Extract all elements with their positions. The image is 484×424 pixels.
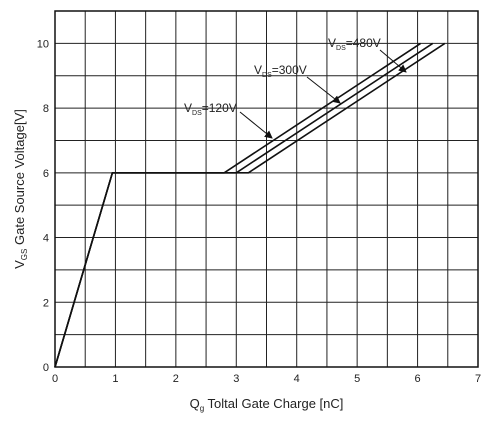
series-label-subscript: DS	[262, 72, 272, 79]
x-tick-label: 4	[294, 373, 300, 385]
x-tick-label: 2	[173, 373, 179, 385]
series-label-prefix: V	[254, 63, 262, 77]
series-label-subscript: DS	[192, 110, 202, 117]
y-tick-label: 6	[43, 168, 49, 180]
y-tick-label: 0	[43, 362, 49, 374]
x-tick-labels: 0 1 2 3 4 5 6 7	[52, 373, 481, 385]
series-lines	[54, 42, 446, 368]
y-tick-label: 4	[43, 233, 49, 245]
y-axis-label-subscript: GS	[20, 249, 29, 261]
series-line-3	[54, 42, 446, 368]
series-label-prefix: V	[184, 101, 192, 115]
x-tick-label: 6	[415, 373, 421, 385]
series-label-1: VDS=120V	[184, 101, 237, 117]
series-label-text: =120V	[202, 101, 237, 115]
series-label-prefix: V	[328, 36, 336, 50]
x-tick-label: 7	[475, 373, 481, 385]
y-axis-label-prefix: V	[12, 260, 27, 269]
x-axis-label-subscript: g	[200, 404, 204, 413]
series-label-3: VDS=480V	[328, 36, 381, 52]
series-label-subscript: DS	[336, 45, 346, 52]
y-tick-label: 10	[37, 38, 49, 50]
x-tick-label: 3	[233, 373, 239, 385]
series-label-text: =300V	[272, 63, 307, 77]
series-label-text: =480V	[346, 36, 381, 50]
series-label-2: VDS=300V	[254, 63, 307, 79]
series-arrow-1	[239, 111, 273, 139]
y-tick-labels: 0 2 4 6 8 10	[37, 38, 49, 374]
series-arrow-2	[306, 76, 341, 104]
x-tick-label: 5	[354, 373, 360, 385]
x-axis-label-prefix: Q	[190, 396, 200, 411]
x-axis-label-text: Toltal Gate Charge [nC]	[204, 396, 343, 411]
y-tick-label: 2	[43, 297, 49, 309]
series-arrow-3	[379, 49, 407, 73]
plot-frame	[54, 10, 479, 368]
x-tick-label: 1	[112, 373, 118, 385]
x-axis-label: Qg Toltal Gate Charge [nC]	[190, 396, 344, 413]
y-axis-label: VGS Gate Source Voltage[V]	[12, 109, 29, 269]
y-tick-label: 8	[43, 103, 49, 115]
x-tick-label: 0	[52, 373, 58, 385]
y-axis-label-text: Gate Source Voltage[V]	[12, 109, 27, 248]
grid-lines	[55, 11, 478, 367]
